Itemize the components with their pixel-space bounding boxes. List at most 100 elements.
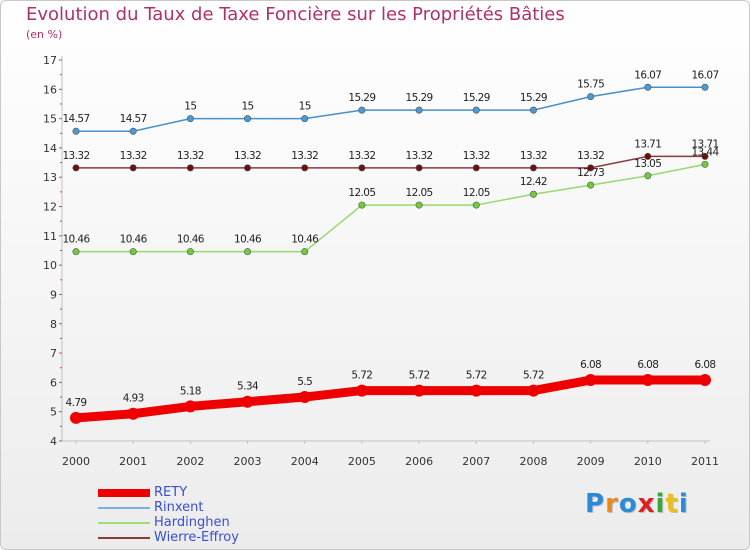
data-point-rety: [413, 384, 426, 397]
x-tick-label: 2008: [519, 455, 547, 468]
data-point-wierre-effroy: [529, 164, 537, 172]
legend-item-hardinghen: Hardinghen: [98, 515, 318, 530]
legend-label-wierre-effroy: Wierre-Effroy: [154, 530, 239, 545]
data-point-rety: [70, 411, 82, 424]
data-point-rinxent: [186, 115, 194, 123]
x-tick-label: 2004: [291, 455, 319, 468]
data-label-rety: 5.18: [180, 385, 201, 397]
data-label-rinxent: 15.29: [520, 92, 547, 104]
legend-item-rinxent: Rinxent: [98, 500, 318, 515]
data-label-rety: 5.34: [237, 381, 259, 393]
logo-letter: P: [585, 489, 606, 519]
data-point-rinxent: [72, 127, 80, 135]
data-point-rety: [527, 384, 540, 397]
data-label-wierre-effroy: 13.71: [691, 138, 718, 150]
data-label-rety: 4.93: [123, 393, 144, 405]
data-point-wierre-effroy: [186, 164, 194, 172]
proxiti-logo: Proxiti: [585, 489, 689, 519]
data-point-rety: [470, 384, 483, 397]
x-tick-label: 2010: [634, 455, 662, 468]
data-point-rinxent: [358, 106, 366, 114]
data-point-wierre-effroy: [301, 164, 309, 172]
y-tick-label: 7: [50, 347, 57, 360]
data-label-rety: 5.72: [351, 370, 372, 382]
y-tick-label: 5: [50, 406, 57, 419]
legend-label-rety: RETY: [154, 485, 188, 500]
x-tick-label: 2011: [691, 455, 719, 468]
data-label-hardinghen: 10.46: [177, 234, 205, 246]
data-label-rinxent: 14.57: [120, 113, 147, 125]
data-label-wierre-effroy: 13.32: [463, 150, 490, 162]
series-line-hardinghen: [75, 163, 706, 253]
y-tick-label: 17: [43, 54, 57, 67]
data-label-wierre-effroy: 13.71: [634, 138, 661, 150]
data-point-hardinghen: [644, 172, 652, 180]
data-point-hardinghen: [301, 248, 309, 256]
chart-legend: RETY Rinxent Hardinghen Wierre-Effroy: [98, 485, 318, 545]
data-label-rinxent: 15: [299, 101, 311, 113]
legend-item-wierre-effroy: Wierre-Effroy: [98, 530, 318, 545]
data-point-rinxent: [129, 127, 137, 135]
data-label-hardinghen: 10.46: [62, 234, 90, 246]
x-tick-label: 2007: [462, 455, 490, 468]
data-point-rety: [355, 384, 368, 397]
data-label-hardinghen: 13.05: [634, 158, 661, 170]
x-tick-label: 2003: [234, 455, 262, 468]
data-point-hardinghen: [415, 201, 423, 209]
y-tick-label: 4: [50, 435, 57, 448]
chart-unit-label: (en %): [26, 28, 63, 41]
data-point-rety: [699, 374, 711, 387]
y-tick-label: 10: [43, 259, 57, 272]
x-tick-label: 2002: [176, 455, 204, 468]
data-point-hardinghen: [72, 248, 80, 256]
y-tick-label: 13: [43, 171, 57, 184]
data-point-hardinghen: [186, 248, 194, 256]
chart-axes: 4 5 6 7 8 9 10 11 12 13 14 15 16 17 2000 2001 2002 2003 20…: [43, 54, 719, 468]
data-point-rety: [641, 374, 654, 387]
data-point-wierre-effroy: [72, 164, 80, 172]
data-label-hardinghen: 12.05: [406, 187, 433, 199]
chart-series: [70, 83, 711, 424]
data-label-rinxent: 16.07: [634, 69, 661, 81]
y-tick-label: 12: [43, 201, 57, 214]
legend-swatch-hardinghen: [98, 522, 150, 524]
x-tick-label: 2006: [405, 455, 433, 468]
data-label-wierre-effroy: 13.32: [520, 150, 547, 162]
data-point-hardinghen: [358, 201, 366, 209]
logo-letter: t: [665, 489, 679, 519]
data-label-rety: 6.08: [580, 359, 601, 371]
data-label-rinxent: 16.07: [691, 69, 718, 81]
legend-swatch-wierre-effroy: [98, 537, 150, 539]
logo-letter: i: [678, 489, 689, 519]
legend-item-rety: RETY: [98, 485, 318, 500]
legend-label-rinxent: Rinxent: [154, 500, 204, 515]
data-label-hardinghen: 10.46: [291, 234, 319, 246]
data-point-rety: [241, 395, 254, 408]
data-point-wierre-effroy: [644, 152, 652, 160]
data-label-wierre-effroy: 13.32: [62, 150, 89, 162]
data-point-wierre-effroy: [472, 164, 480, 172]
series-line-wierre-effroy: [75, 155, 706, 169]
data-point-hardinghen: [587, 181, 595, 189]
data-point-rinxent: [529, 106, 537, 114]
x-tick-label: 2000: [62, 455, 90, 468]
data-label-rety: 5.5: [297, 376, 312, 388]
data-label-wierre-effroy: 13.32: [177, 150, 204, 162]
data-point-wierre-effroy: [129, 164, 137, 172]
chart-title: Evolution du Taux de Taxe Foncière sur l…: [26, 4, 565, 25]
data-point-hardinghen: [244, 248, 252, 256]
data-label-rinxent: 15.29: [348, 92, 375, 104]
data-label-wierre-effroy: 13.32: [406, 150, 433, 162]
data-label-rinxent: 14.57: [62, 113, 89, 125]
logo-letter: x: [637, 489, 656, 519]
logo-letter: o: [618, 489, 638, 519]
x-tick-label: 2005: [348, 455, 376, 468]
y-tick-label: 8: [50, 318, 57, 331]
data-label-rety: 5.72: [466, 370, 487, 382]
data-label-rety: 5.72: [523, 370, 544, 382]
data-label-hardinghen: 10.46: [120, 234, 148, 246]
y-tick-label: 15: [43, 113, 57, 126]
data-point-hardinghen: [701, 160, 709, 168]
data-point-hardinghen: [529, 190, 537, 198]
